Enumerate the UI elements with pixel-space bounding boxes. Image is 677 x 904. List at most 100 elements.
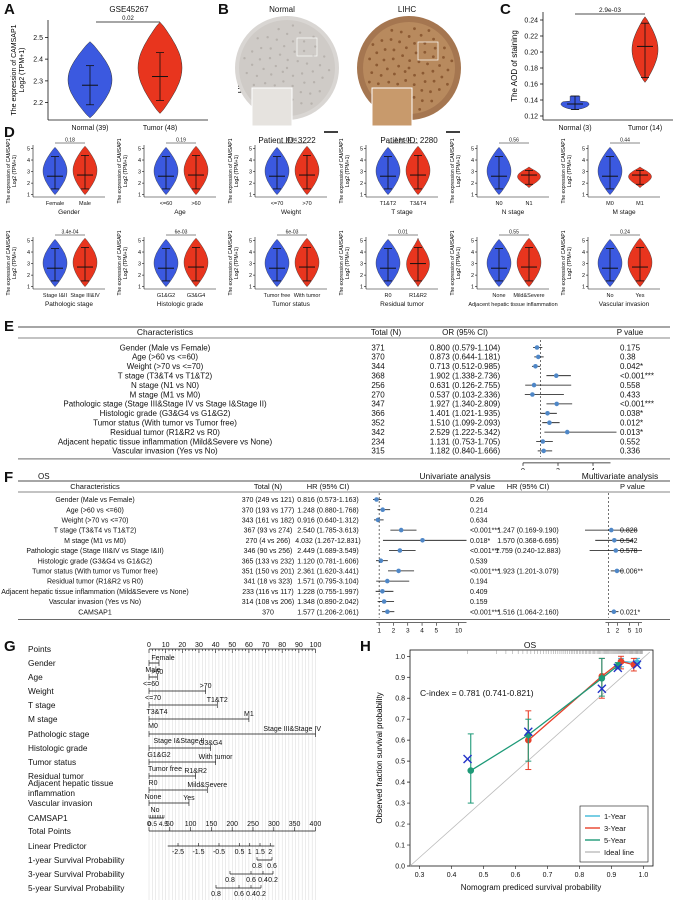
row-hr-uni: 0.816 (0.573-1.163) — [297, 497, 359, 504]
row-total: 365 (133 vs 232) — [242, 558, 295, 565]
y-tick-label: 1 — [27, 193, 30, 199]
row-characteristic: Weight (>70 vs <=70) — [62, 518, 129, 525]
y-axis-label-1: The expression of CAMSAP1 — [561, 230, 567, 295]
plot-frame — [409, 649, 654, 867]
total-points-tick-label: 50 — [166, 821, 174, 828]
y-tick-label: 1 — [471, 193, 474, 199]
y-tick-label: 4 — [471, 250, 474, 256]
normal-cell — [285, 32, 289, 36]
row-hr-multi: 1.247 (0.169-9.190) — [497, 528, 559, 535]
row-label: Age — [28, 672, 43, 682]
y-axis-label-2: Log2 (TPM+1) — [456, 247, 462, 279]
row-characteristic: M stage (M1 vs M0) — [130, 390, 201, 399]
pvalue-label: 6e-03 — [175, 230, 188, 236]
y-tick-label: 2 — [138, 181, 141, 187]
lihc-zoom-box — [417, 41, 439, 61]
y-tick-label: 0.14 — [524, 98, 538, 105]
lihc-cell — [413, 41, 416, 45]
row-label: 5-year Survival Probability — [28, 883, 125, 893]
y-axis-label-2: Log2 (TPM+1) — [123, 247, 129, 279]
row-characteristic: Vascular invasion (Yes vs No) — [49, 599, 141, 606]
x-axis-title: T stage — [391, 209, 413, 216]
row-total: 366 — [371, 409, 385, 418]
lihc-cell — [397, 64, 401, 68]
lp-tick-label: -1.5 — [192, 849, 204, 856]
pvalue-label: 0.24 — [620, 230, 630, 236]
y-tick-label: 1 — [471, 285, 474, 291]
col-title-normal: Normal — [269, 5, 295, 14]
y-tick-label: 3 — [27, 262, 30, 268]
lihc-cell — [389, 38, 393, 41]
violin-plot-gse45267: 2.2 2.3 2.4 2.5 GSE45267 0.02 The expression o… — [11, 5, 208, 132]
series-line-5-Year — [470, 665, 619, 772]
row-total: 370 (193 vs 177) — [242, 507, 295, 514]
y-tick-label: 2 — [27, 181, 30, 187]
y-axis-label-1: The expression of CAMSAP1 — [6, 138, 12, 203]
lihc-cell — [418, 107, 422, 111]
surv-tick-label: 0.6 — [267, 863, 277, 870]
row-label: inflammation — [28, 788, 75, 798]
surv-tick-label: 0.6 — [234, 891, 244, 898]
multi-x-tick-label: 1 — [607, 628, 611, 635]
or-mark-point — [533, 364, 538, 369]
y-tick-label: 1 — [360, 285, 363, 291]
nomo-label-top: >70 — [200, 683, 212, 690]
row-hr-multi: 1.570 (0.368-6.695) — [497, 538, 559, 545]
lihc-cell — [404, 79, 408, 82]
y-tick-label: 4 — [138, 158, 141, 164]
x-category-label: Yes — [636, 293, 645, 299]
x-category-label: <=60 — [160, 201, 173, 207]
normal-cell — [245, 71, 248, 75]
normal-cell — [286, 58, 289, 62]
header-pvalue: P value — [617, 328, 644, 337]
row-total: 370 — [371, 353, 385, 362]
row-pvalue: 0.042* — [620, 362, 643, 371]
x-tick-label: 0.7 — [543, 872, 553, 879]
row-or: 0.631 (0.126-2.755) — [430, 381, 501, 390]
normal-cell — [256, 37, 259, 40]
y-tick-label: 2 — [471, 273, 474, 279]
lihc-cell — [396, 82, 400, 86]
row-characteristic: T stage (T3&T4 vs T1&T2) — [54, 528, 137, 535]
normal-cell — [285, 66, 289, 70]
lihc-cell — [426, 62, 429, 66]
row-pvalue: 0.012* — [620, 419, 643, 428]
normal-cell — [250, 50, 254, 53]
col-title-lihc: LIHC — [398, 5, 416, 14]
y-axis-label: The AOD of staining — [510, 30, 519, 102]
x-category-label: Tumor (48) — [143, 125, 177, 132]
y-tick-label: 0.3 — [395, 801, 405, 808]
uni-x-tick-label: 5 — [435, 628, 439, 635]
series-point-5-Year — [598, 675, 606, 682]
x-tick-label: 0.5 — [479, 872, 489, 879]
nomo-label-bottom: T3&T4 — [146, 709, 167, 716]
or-mark-point — [554, 401, 560, 407]
nomo-label-top: T1&T2 — [207, 697, 228, 704]
row-total: 270 (4 vs 266) — [246, 538, 291, 545]
lihc-cell — [413, 73, 416, 77]
header-p-multi: P value — [620, 482, 645, 491]
or-mark-point — [531, 382, 537, 388]
pvalue-label: 2.9e-03 — [599, 7, 621, 14]
y-tick-label: 1.0 — [395, 654, 405, 661]
nomo-label-bottom: Stage I&Stage II — [154, 738, 205, 745]
row-p-multi: 0.021* — [620, 609, 641, 616]
lihc-cell — [379, 73, 383, 77]
ideal-line — [409, 651, 651, 867]
y-tick-label: 3 — [471, 170, 474, 176]
row-total: 371 — [371, 343, 385, 352]
normal-cell — [266, 36, 269, 39]
multi-x-tick-label: 2 — [616, 628, 620, 635]
row-p-uni: 0.194 — [470, 579, 488, 586]
row-label: Vascular invasion — [28, 798, 93, 808]
hr-multi-mark-point — [612, 538, 617, 543]
lihc-cell — [417, 60, 421, 64]
normal-cell — [302, 49, 306, 53]
row-total: 270 — [371, 390, 385, 399]
row-characteristic: Histologic grade (G3&G4 vs G1&G2) — [100, 409, 231, 418]
lihc-cell — [392, 48, 396, 52]
nomo-label-bottom: G1&G2 — [147, 752, 170, 759]
row-label: Residual tumor — [28, 771, 84, 781]
lihc-cell — [437, 88, 441, 91]
nomo-label-bottom: R0 — [149, 780, 158, 787]
